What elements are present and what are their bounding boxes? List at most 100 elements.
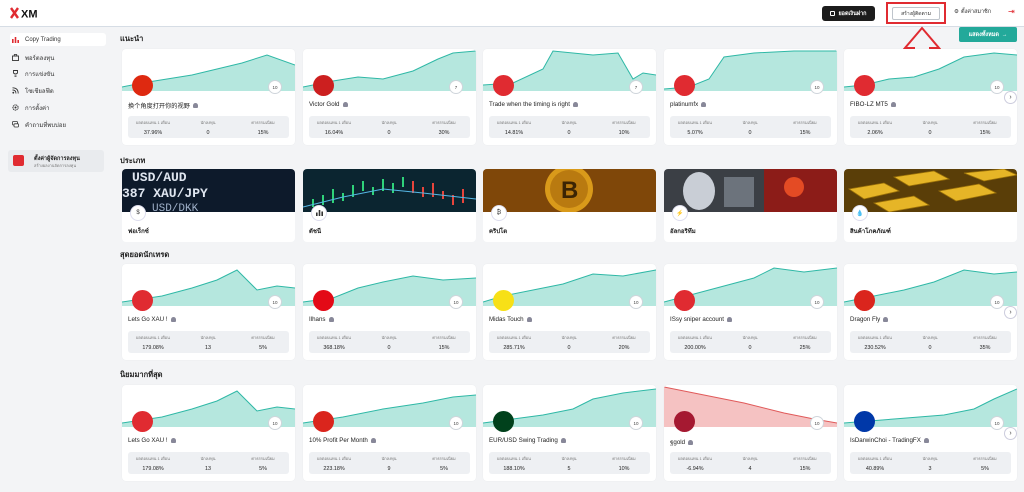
trader-card[interactable]: 10 Lets Go XAU ! ผลตอบแทน 1 เดือน 179.08% นั…	[122, 264, 295, 360]
stat-label: ค่าธรรมเนียม	[612, 335, 636, 340]
trader-card[interactable]: 10 Midas Touch ผลตอบแทน 1 เดือน 285.71% นักล…	[483, 264, 656, 360]
stat-value: 188.10%	[503, 466, 525, 472]
trader-card[interactable]: 10 ISsy sniper account ผลตอบแทน 1 เดือน 200…	[664, 264, 837, 360]
stat-fee: ค่าธรรมเนียม 15%	[780, 455, 830, 472]
stat-investors: นักลงทุน 0	[905, 334, 955, 351]
stat-value: 40.89%	[865, 466, 885, 472]
trader-card[interactable]: 10 platinumfx ผลตอบแทน 1 เดือน 5.07% นักลงทุ…	[664, 49, 837, 145]
trader-card[interactable]: 10 Lets Go XAU ! ผลตอบแทน 1 เดือน 179.08% นั…	[122, 385, 295, 481]
category-card-forex[interactable]: USD/AUD 387 XAU/JPY USD/DKK $ ฟอเร็กซ์	[122, 169, 295, 242]
logout-icon[interactable]: ⇥	[1008, 7, 1015, 16]
person-icon	[883, 317, 889, 322]
stat-label: ค่าธรรมเนียม	[251, 120, 275, 125]
briefcase-icon	[12, 54, 19, 61]
category-card-indices[interactable]: ดัชนี	[303, 169, 476, 242]
sidebar-item-competition[interactable]: การแข่งขัน	[10, 67, 106, 80]
stat-fee: ค่าธรรมเนียม 20%	[599, 334, 649, 351]
stat-label: นักลงทุน	[561, 335, 577, 340]
trader-card[interactable]: 10 Dragon Fly ผลตอบแทน 1 เดือน 230.52% นักลง…	[844, 264, 1017, 360]
trader-name: Lets Go XAU !	[128, 437, 168, 444]
trader-card[interactable]: 10 换个角度打开你的视野 ผลตอบแทน 1 เดือน 37.96% นักลงท…	[122, 49, 295, 145]
stat-investors: นักลงทุน 0	[544, 119, 594, 136]
trader-card[interactable]: 10 10% Profit Per Month ผลตอบแทน 1 เดือน 22…	[303, 385, 476, 481]
stat-value: 368.18%	[323, 345, 345, 351]
trader-card[interactable]: 10 FIBO-LZ MT5 ผลตอบแทน 1 เดือน 2.06% นักลงท…	[844, 49, 1017, 145]
stat-investors: นักลงทุน 0	[364, 119, 414, 136]
country-flag-icon	[132, 75, 153, 96]
stat-label: นักลงทุน	[200, 335, 216, 340]
stat-value: 9	[387, 466, 391, 472]
trader-name-row: Lets Go XAU !	[128, 437, 176, 444]
trader-card[interactable]: 10 IsDarwinChoi - TradingFX ผลตอบแทน 1 เดื…	[844, 385, 1017, 481]
risk-score-badge: 10	[268, 416, 282, 430]
person-icon	[192, 103, 198, 108]
arrow-right-icon: →	[1001, 31, 1008, 38]
show-all-button[interactable]: แสดงทั้งหมด →	[959, 27, 1017, 42]
manager-title: ตั้งค่าผู้จัดการลงทุน	[34, 156, 80, 162]
create-follower-button[interactable]: สร้างผู้ติดตาม	[892, 7, 940, 20]
highlight-annotation	[886, 2, 946, 24]
category-card-crypto[interactable]: B ₿ คริปโต	[483, 169, 656, 242]
stat-fee: ค่าธรรมเนียม 5%	[238, 455, 288, 472]
country-flag-icon	[132, 290, 153, 311]
person-icon	[170, 317, 176, 322]
country-flag-icon	[313, 75, 334, 96]
stat-value: 10%	[618, 130, 630, 136]
trader-name: Victor Gold	[309, 101, 340, 108]
next-arrow-top-traders[interactable]: ›	[1004, 306, 1017, 319]
stat-value: 0	[567, 130, 571, 136]
trader-name: 10% Profit Per Month	[309, 437, 368, 444]
drop-icon: 💧	[852, 205, 868, 221]
country-flag-icon	[493, 75, 514, 96]
trader-card[interactable]: 10 Ilhans ผลตอบแทน 1 เดือน 368.18% นักลงทุน 0…	[303, 264, 476, 360]
sidebar-item-social-feed[interactable]: โซเชียลฟีด	[10, 84, 106, 97]
commodities-image	[844, 169, 1017, 212]
trader-card[interactable]: 7 Trade when the timing is right ผลตอบแทน …	[483, 49, 656, 145]
stat-value: 14.81%	[504, 130, 524, 136]
trader-name-row: ฐgold	[670, 437, 694, 447]
stat-label: ผลตอบแทน 1 เดือน	[678, 120, 712, 125]
risk-score-badge: 7	[629, 80, 643, 94]
member-settings-button[interactable]: ⚙ ตั้งค่าสมาชิก	[954, 8, 991, 16]
trader-card[interactable]: 10 EUR/USD Swing Trading ผลตอบแทน 1 เดือน 1…	[483, 385, 656, 481]
stat-label: ผลตอบแทน 1 เดือน	[317, 456, 351, 461]
section-title-categories: ประเภท	[120, 156, 146, 165]
stat-label: ผลตอบแทน 1 เดือน	[678, 335, 712, 340]
sidebar-item-copy-trading[interactable]: Copy Trading	[10, 33, 106, 46]
show-all-label: แสดงทั้งหมด	[968, 31, 999, 38]
stat-fee: ค่าธรรมเนียม 15%	[419, 334, 469, 351]
risk-score-badge: 10	[810, 295, 824, 309]
deposit-button[interactable]: ยอดเงินฝาก	[822, 6, 875, 21]
stat-label: ผลตอบแทน 1 เดือน	[497, 335, 531, 340]
stat-label: นักลงทุน	[742, 456, 758, 461]
next-arrow-recommended[interactable]: ›	[1004, 91, 1017, 104]
investment-manager-setup[interactable]: ตั้งค่าผู้จัดการลงทุน สร้างผลงานจัดการลง…	[8, 150, 104, 172]
next-arrow-popular[interactable]: ›	[1004, 427, 1017, 440]
stat-investors: นักลงทุน 13	[183, 334, 233, 351]
person-icon	[701, 102, 707, 107]
stat-profit: ผลตอบแทน 1 เดือน 223.18%	[309, 455, 359, 472]
risk-score-badge: 7	[449, 80, 463, 94]
stat-value: 25%	[799, 345, 811, 351]
trader-name: 换个角度打开你的视野	[128, 103, 190, 110]
category-card-commodities[interactable]: 💧 สินค้าโภคภัณฑ์	[844, 169, 1017, 242]
country-flag-icon	[674, 411, 695, 432]
stat-fee: ค่าธรรมเนียม 10%	[599, 119, 649, 136]
sidebar-item-label: คำถามที่พบบ่อย	[25, 122, 66, 129]
sidebar-item-portfolio[interactable]: พอร์ตลงทุน	[10, 51, 106, 64]
stat-value: 5%	[440, 466, 448, 472]
chart-icon	[12, 36, 19, 43]
trader-card[interactable]: 7 Victor Gold ผลตอบแทน 1 เดือน 16.04% นักลงท…	[303, 49, 476, 145]
sidebar-item-settings[interactable]: การตั้งค่า	[10, 101, 106, 114]
top-bar: XM ยอดเงินฝาก สร้างผู้ติดตาม ⚙ ตั้งค่าสมา…	[0, 0, 1024, 27]
trader-card[interactable]: 10 ฐgold ผลตอบแทน 1 เดือน -6.94% นักลงทุน 4 ค่…	[664, 385, 837, 481]
xm-logo[interactable]: XM	[10, 6, 50, 20]
stat-label: ค่าธรรมเนียม	[793, 120, 817, 125]
svg-text:XM: XM	[21, 9, 38, 21]
person-icon	[370, 438, 376, 443]
category-card-algorithmic[interactable]: ⚡ อัลกอริทึม	[664, 169, 837, 242]
bitcoin-icon: ₿	[491, 205, 507, 221]
stat-value: 10%	[618, 466, 630, 472]
stat-value: 15%	[799, 130, 811, 136]
sidebar-item-faq[interactable]: คำถามที่พบบ่อย	[10, 118, 106, 131]
